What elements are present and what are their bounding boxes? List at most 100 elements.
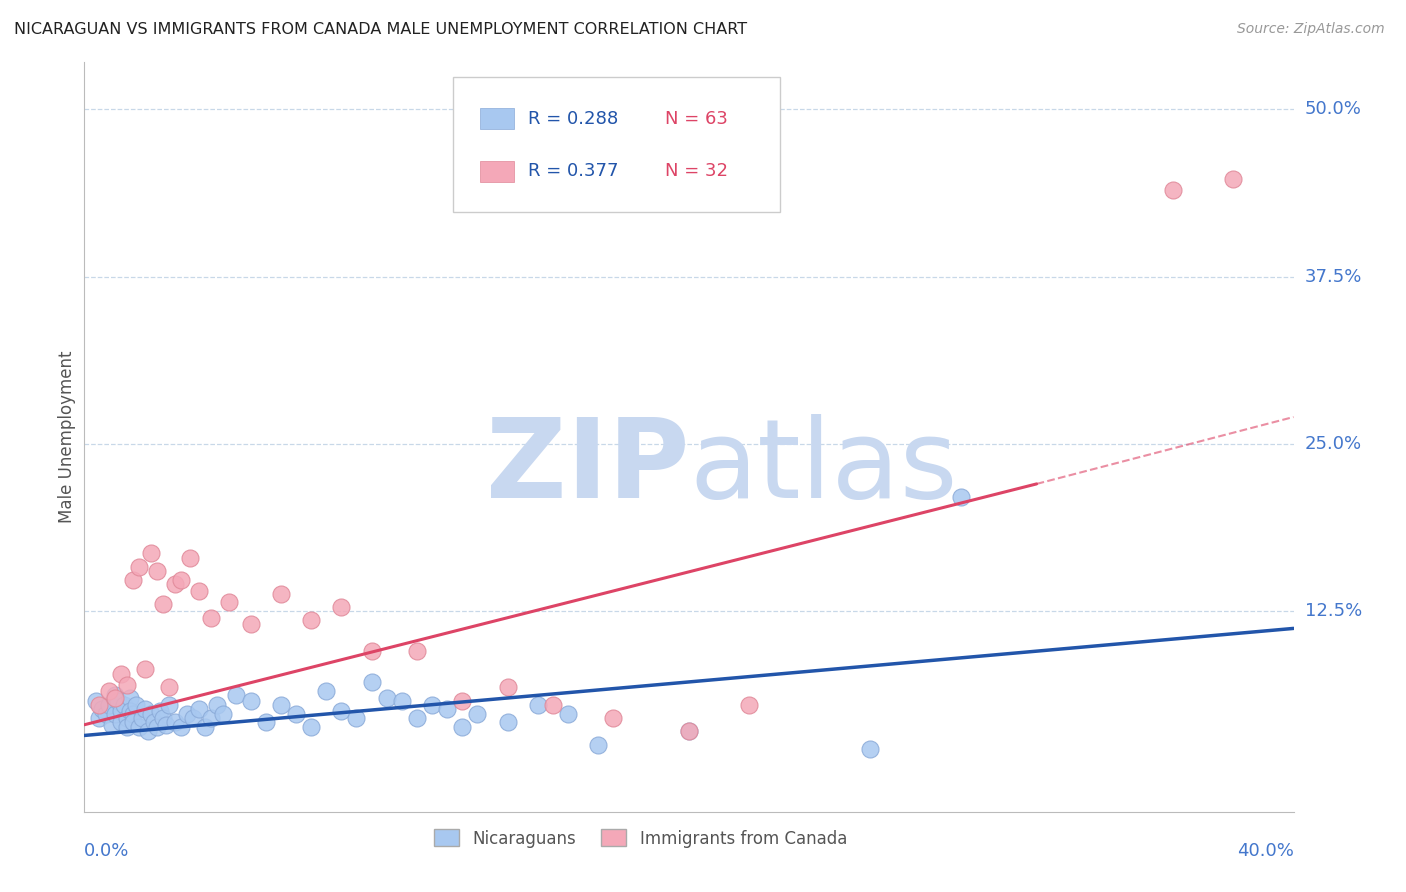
Point	[89, 711, 111, 725]
Point	[118, 705, 141, 719]
Point	[146, 721, 169, 735]
Point	[118, 690, 141, 705]
Text: Source: ZipAtlas.com: Source: ZipAtlas.com	[1237, 22, 1385, 37]
Point	[678, 724, 700, 739]
Point	[602, 711, 624, 725]
Point	[225, 689, 247, 703]
Point	[125, 698, 148, 712]
Point	[200, 611, 222, 625]
Point	[218, 594, 240, 608]
Text: N = 32: N = 32	[665, 162, 728, 180]
Point	[139, 546, 162, 561]
Point	[91, 701, 114, 715]
Point	[107, 694, 129, 708]
Text: 50.0%: 50.0%	[1305, 100, 1361, 119]
Point	[97, 684, 120, 698]
Point	[188, 583, 211, 598]
Point	[110, 715, 132, 730]
Text: ZIP: ZIP	[485, 414, 689, 521]
Text: 25.0%: 25.0%	[1305, 434, 1362, 453]
Y-axis label: Male Unemployment: Male Unemployment	[58, 351, 76, 524]
Text: 0.0%: 0.0%	[84, 842, 129, 860]
Point	[391, 694, 413, 708]
Point	[165, 715, 187, 730]
Point	[155, 717, 177, 731]
Text: 40.0%: 40.0%	[1237, 842, 1294, 860]
Legend: Nicaraguans, Immigrants from Canada: Nicaraguans, Immigrants from Canada	[426, 821, 855, 855]
Point	[360, 675, 382, 690]
FancyBboxPatch shape	[479, 108, 513, 129]
Point	[149, 705, 172, 719]
Point	[1161, 182, 1184, 196]
Point	[738, 698, 761, 712]
Point	[121, 715, 143, 730]
Point	[152, 711, 174, 725]
Point	[86, 694, 108, 708]
Point	[212, 706, 235, 721]
Point	[451, 694, 474, 708]
Point	[588, 738, 610, 752]
Point	[97, 698, 120, 712]
Point	[285, 706, 308, 721]
Text: NICARAGUAN VS IMMIGRANTS FROM CANADA MALE UNEMPLOYMENT CORRELATION CHART: NICARAGUAN VS IMMIGRANTS FROM CANADA MAL…	[14, 22, 747, 37]
Point	[207, 698, 229, 712]
Point	[121, 706, 143, 721]
Point	[541, 698, 564, 712]
FancyBboxPatch shape	[453, 78, 780, 212]
Point	[406, 644, 429, 658]
Point	[170, 574, 193, 588]
Point	[152, 598, 174, 612]
Point	[496, 680, 519, 694]
Point	[859, 742, 882, 756]
Point	[330, 600, 353, 615]
Point	[134, 662, 156, 676]
Text: atlas: atlas	[689, 414, 957, 521]
Text: 37.5%: 37.5%	[1305, 268, 1362, 285]
Point	[239, 617, 262, 632]
Point	[146, 564, 169, 578]
Point	[950, 491, 973, 505]
Text: R = 0.288: R = 0.288	[529, 110, 619, 128]
Point	[467, 706, 489, 721]
Point	[375, 690, 398, 705]
Point	[496, 715, 519, 730]
Point	[115, 721, 138, 735]
Point	[678, 724, 700, 739]
Point	[94, 706, 117, 721]
Point	[527, 698, 550, 712]
Point	[360, 644, 382, 658]
Point	[330, 705, 353, 719]
Point	[436, 701, 458, 715]
Point	[200, 711, 222, 725]
Point	[104, 706, 127, 721]
Point	[165, 577, 187, 591]
Point	[100, 717, 122, 731]
Point	[131, 711, 153, 725]
Point	[239, 694, 262, 708]
Point	[139, 706, 162, 721]
Point	[110, 705, 132, 719]
Point	[315, 684, 337, 698]
Point	[134, 701, 156, 715]
Point	[104, 689, 127, 703]
Point	[188, 701, 211, 715]
Point	[181, 711, 204, 725]
Point	[270, 587, 292, 601]
Point	[299, 614, 322, 628]
Point	[270, 698, 292, 712]
Point	[176, 706, 198, 721]
Point	[157, 698, 180, 712]
Point	[157, 680, 180, 694]
Point	[112, 698, 135, 712]
Point	[406, 711, 429, 725]
Text: N = 63: N = 63	[665, 110, 728, 128]
Point	[170, 721, 193, 735]
Point	[179, 550, 201, 565]
Point	[142, 715, 165, 730]
Point	[115, 711, 138, 725]
Point	[104, 690, 127, 705]
Point	[128, 560, 150, 574]
Point	[299, 721, 322, 735]
Point	[128, 721, 150, 735]
Text: R = 0.377: R = 0.377	[529, 162, 619, 180]
